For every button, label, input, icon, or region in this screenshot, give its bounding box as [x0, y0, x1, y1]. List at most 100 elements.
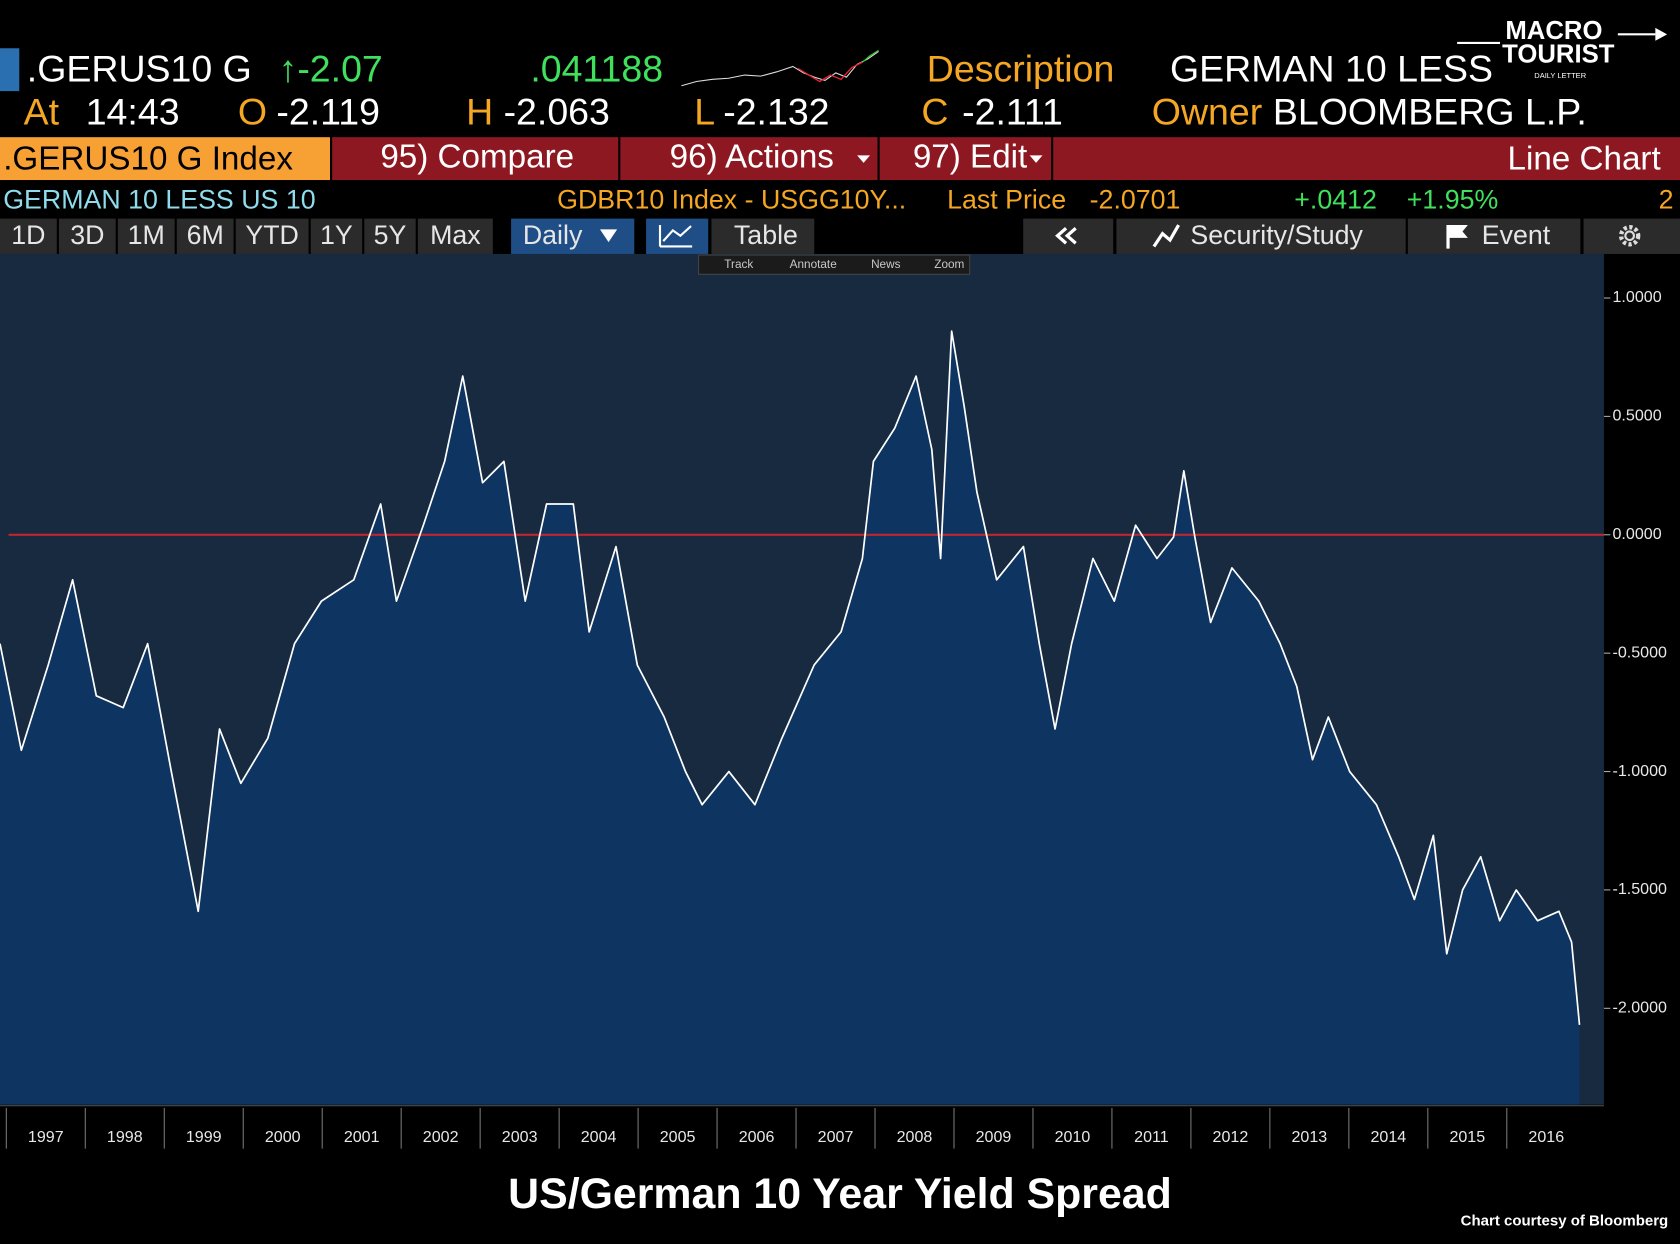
x-tick-label: 1999	[186, 1128, 222, 1146]
at-label: At	[24, 91, 60, 133]
sparkline-green	[862, 49, 879, 63]
range-button[interactable]	[417, 218, 493, 254]
settings-button[interactable]	[1583, 218, 1680, 254]
chart-tool[interactable]: Annotate	[790, 258, 838, 271]
range-button[interactable]	[310, 218, 363, 254]
chart-tool-strip	[698, 254, 971, 275]
range-label: 5Y	[374, 220, 407, 250]
x-tick-label: 2016	[1528, 1128, 1564, 1146]
table-button[interactable]	[711, 218, 815, 254]
frequency-label: Daily	[523, 220, 583, 250]
change: .041188	[530, 48, 663, 90]
plot: 1.0000 0.5000 0.0000 -0.5000 -1.0000 -1.5000 -…	[0, 288, 1668, 1149]
y-tick-label: -1.0000	[1613, 762, 1668, 780]
ticker: .GERUS10 G	[27, 48, 252, 90]
chart-tools: Track Annotate News Zoom	[724, 258, 964, 271]
event-label: Event	[1482, 220, 1551, 250]
page-number: 2	[1659, 185, 1674, 215]
range-label: 1Y	[320, 220, 353, 250]
x-tick-label: 2001	[344, 1128, 380, 1146]
collapse-icon	[1064, 227, 1077, 245]
range-button[interactable]	[364, 218, 416, 254]
description-label: Description	[927, 48, 1115, 90]
high-label: H	[466, 91, 493, 133]
security-name: GERMAN 10 LESS US 10	[3, 185, 315, 215]
pct-change: +1.95%	[1407, 185, 1499, 215]
table-label: Table	[734, 220, 798, 250]
area	[0, 331, 1580, 1105]
last-price: -2.0701	[1090, 185, 1181, 215]
chart-tool[interactable]: Zoom	[934, 258, 964, 271]
high: -2.063	[504, 91, 610, 133]
dropdown-arrow	[857, 155, 870, 163]
range-label: 1M	[128, 220, 165, 250]
y-tick-label: 0.0000	[1613, 525, 1662, 543]
dropdown-arrow	[1029, 155, 1043, 163]
chart-title: US/German 10 Year Yield Spread	[508, 1170, 1172, 1218]
net-change: +.0412	[1294, 185, 1377, 215]
range-button[interactable]	[235, 218, 309, 254]
last-price-label: Last Price	[947, 185, 1066, 215]
low: -2.132	[723, 91, 829, 133]
range-button[interactable]	[58, 218, 116, 254]
x-tick-label: 1997	[28, 1128, 64, 1146]
dropdown-arrow	[600, 229, 618, 243]
expression: GDBR10 Index - USGG10Y...	[557, 185, 906, 215]
last: ↑-2.07	[279, 48, 383, 90]
x-tick-label: 2010	[1055, 1128, 1091, 1146]
line	[0, 330, 1581, 1025]
view-label: Line Chart	[1508, 141, 1661, 178]
logo-line2: TOURIST	[1502, 41, 1615, 69]
x-tick-label: 2000	[265, 1128, 301, 1146]
logo-tagline: DAILY LETTER	[1534, 71, 1586, 80]
event-button[interactable]	[1407, 218, 1581, 254]
logo-bg	[1497, 10, 1611, 84]
range-button[interactable]	[117, 218, 175, 254]
range-label: 6M	[187, 220, 224, 250]
line-chart-button[interactable]	[646, 218, 709, 254]
x-tick-label: 2002	[423, 1128, 459, 1146]
chart-tool[interactable]: Track	[724, 258, 753, 271]
y-tick-label: 0.5000	[1613, 407, 1662, 425]
range-button[interactable]	[176, 218, 234, 254]
y-tick-label: -1.5000	[1613, 880, 1668, 898]
logo-line1: MACRO	[1505, 17, 1602, 45]
close-label: C	[921, 91, 948, 133]
open-label: O	[238, 91, 267, 133]
x-tick-label: 2008	[897, 1128, 933, 1146]
chart-tool[interactable]: News	[871, 258, 901, 271]
range-label: 1D	[11, 220, 45, 250]
open: -2.119	[276, 91, 380, 133]
x-tick-label: 2006	[739, 1128, 775, 1146]
low-label: L	[694, 91, 715, 133]
y-tick-label: 1.0000	[1613, 288, 1662, 306]
range-button[interactable]	[0, 218, 57, 254]
x-tick-label: 2003	[502, 1128, 538, 1146]
owner: BLOOMBERG L.P.	[1273, 91, 1587, 133]
security-study-label: Security/Study	[1190, 220, 1363, 250]
x-tick-label: 2007	[818, 1128, 854, 1146]
compare-button[interactable]: 95) Compare	[380, 138, 574, 175]
x-tick-label: 2013	[1291, 1128, 1327, 1146]
gear-icon	[1618, 225, 1641, 247]
x-tick-label: 2005	[660, 1128, 696, 1146]
x-tick-label: 2014	[1370, 1128, 1406, 1146]
frequency-button[interactable]	[511, 218, 635, 254]
security-tab[interactable]	[0, 137, 330, 181]
logo-arrowhead	[1655, 27, 1668, 41]
x-tick-label: 2009	[976, 1128, 1012, 1146]
flag-icon	[1446, 225, 1468, 249]
edit-button[interactable]: 97) Edit	[913, 138, 1027, 175]
x-tick-label: 2012	[1213, 1128, 1249, 1146]
sparkline-red	[797, 61, 863, 83]
close: -2.111	[962, 91, 1063, 133]
security-label: .GERUS10 G Index	[3, 141, 293, 178]
x-tick-label: 2004	[581, 1128, 617, 1146]
y-tick-label: -2.0000	[1613, 999, 1668, 1017]
x-tick-label: 1998	[107, 1128, 143, 1146]
chart-source: Chart courtesy of Bloomberg	[1461, 1212, 1669, 1229]
menu-bar	[332, 137, 1680, 181]
gear-icon	[1624, 230, 1635, 242]
x-tick-label: 2015	[1449, 1128, 1485, 1146]
actions-button[interactable]: 96) Actions	[670, 138, 834, 175]
